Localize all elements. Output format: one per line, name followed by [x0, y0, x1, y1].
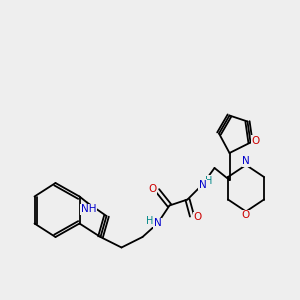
Text: O: O: [193, 212, 202, 223]
Text: NH: NH: [81, 204, 96, 214]
Text: O: O: [252, 136, 260, 146]
Text: N: N: [199, 179, 206, 190]
Text: H: H: [206, 176, 213, 186]
Text: H: H: [146, 216, 154, 226]
Text: O: O: [242, 210, 250, 220]
Text: N: N: [242, 156, 250, 167]
Text: O: O: [148, 184, 156, 194]
Text: N: N: [154, 218, 161, 229]
